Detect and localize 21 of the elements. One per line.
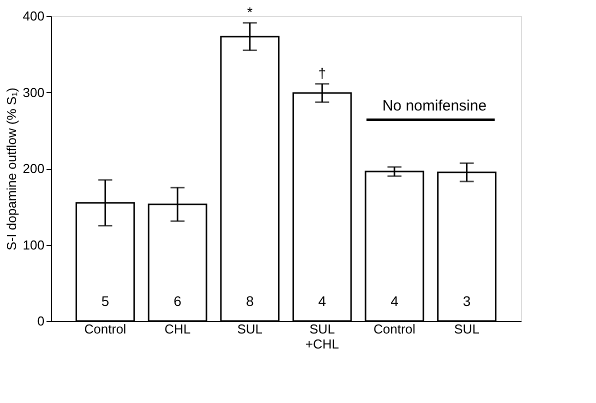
x-tick-label: CHL [164, 322, 191, 336]
annotation: 4 [318, 293, 326, 309]
annotation: 5 [101, 293, 110, 309]
y-tick-label: 100 [22, 237, 44, 252]
annotation: No nomifensine [382, 98, 487, 115]
annotation: 6 [174, 293, 182, 309]
annotation: 8 [246, 293, 254, 309]
y-tick-label: 0 [37, 314, 44, 328]
annotation: 3 [462, 293, 471, 309]
annotation: † [318, 64, 326, 81]
x-tick-label: Control [374, 322, 416, 336]
y-axis-title: S-I dopamine outflow (% S₁) [4, 88, 19, 250]
y-tick-label: 400 [22, 8, 44, 24]
annotation: * [247, 4, 254, 20]
y-tick-label: 300 [22, 84, 44, 100]
x-tick-label: SUL +CHL [305, 322, 339, 352]
x-tick-label: Control [84, 322, 126, 336]
annotation: 4 [390, 293, 399, 309]
y-tick-label: 200 [22, 161, 44, 176]
x-tick-label: SUL [237, 322, 262, 336]
x-tick-label: SUL [454, 322, 480, 336]
